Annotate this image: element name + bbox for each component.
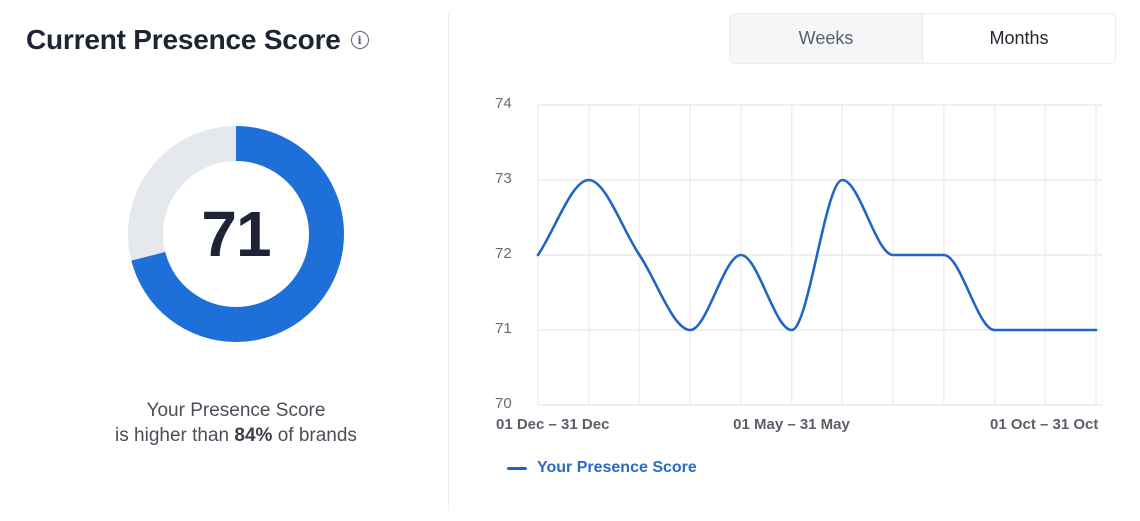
period-toggle: Weeks Months [729, 13, 1116, 64]
x-axis-label: 01 Dec – 31 Dec [496, 416, 610, 433]
caption-percent: 84% [234, 425, 273, 446]
donut-chart [128, 126, 344, 342]
panel-divider [448, 12, 449, 510]
y-axis-label: 73 [495, 170, 512, 187]
score-caption: Your Presence Score is higher than 84% o… [60, 398, 412, 448]
page-title: Current Presence Score [26, 24, 341, 55]
caption-prefix: is higher than [115, 425, 235, 446]
line-chart: 70 71 72 73 74 01 Dec – 31 Dec 01 May – 31 May… [480, 90, 1120, 450]
score-value: 71 [201, 198, 271, 270]
score-donut: 71 [128, 126, 344, 342]
y-axis-label: 70 [495, 395, 512, 412]
score-panel: Current Presence Score i 71 Your Presenc… [0, 0, 448, 521]
legend-label: Your Presence Score [537, 459, 697, 476]
caption-line-2: is higher than 84% of brands [60, 423, 412, 448]
donut-progress-arc [128, 126, 344, 342]
caption-line-1: Your Presence Score [146, 400, 326, 421]
x-axis-label: 01 Oct – 31 Oct [990, 416, 1099, 433]
chart-legend[interactable]: Your Presence Score [507, 459, 697, 477]
y-axis-label: 72 [495, 245, 512, 262]
info-icon[interactable]: i [350, 31, 369, 49]
weeks-toggle-button[interactable]: Weeks [798, 28, 854, 48]
y-axis-label: 71 [495, 320, 512, 337]
chart-canvas [536, 104, 1102, 406]
x-axis-label: 01 May – 31 May [733, 416, 850, 433]
title-row: Current Presence Score i [26, 24, 369, 56]
y-axis-label: 74 [495, 95, 512, 112]
presence-score-line[interactable] [536, 178, 1098, 332]
months-toggle-button[interactable]: Months [922, 13, 1116, 64]
legend-line-icon [507, 466, 527, 470]
caption-suffix: of brands [272, 425, 357, 446]
